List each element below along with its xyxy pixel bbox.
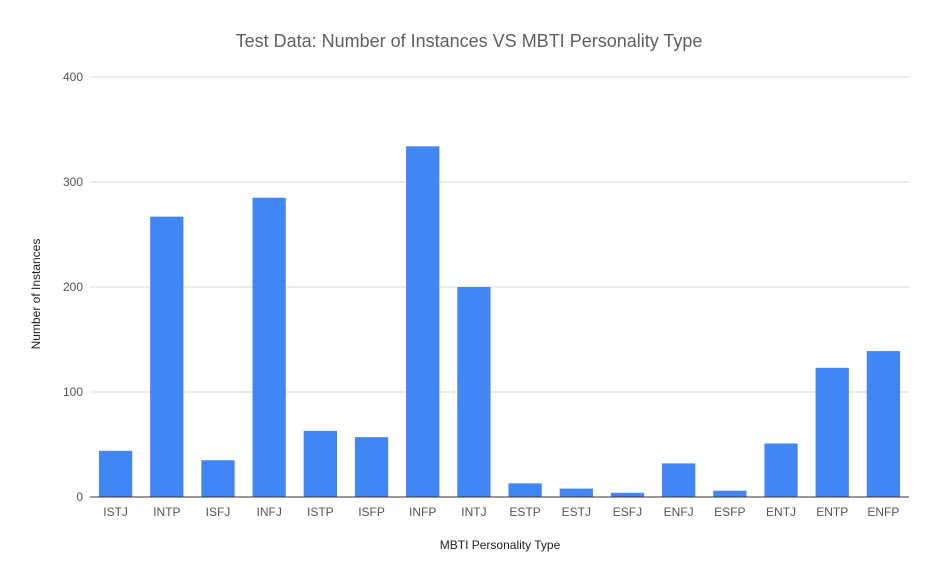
x-tick-label: ESTJ xyxy=(562,505,591,519)
x-tick-label: ESTP xyxy=(509,505,540,519)
bar-estj xyxy=(559,488,593,497)
x-tick-label: ISFJ xyxy=(206,505,231,519)
y-tick-label: 100 xyxy=(63,385,83,399)
x-tick-label: ENTJ xyxy=(766,505,796,519)
x-axis-ticks: ISTJ INTP ISFJ INFJ ISTP ISFP INFP INTJ ESTP ESTJ… xyxy=(103,505,899,519)
bar-infp xyxy=(406,146,440,498)
bar-esfj xyxy=(610,492,645,497)
x-tick-label: ISTP xyxy=(307,505,334,519)
bar-isfj xyxy=(201,460,235,497)
y-tick-label: 200 xyxy=(63,280,83,294)
bar-entp xyxy=(815,367,849,497)
bar-estp xyxy=(508,483,542,497)
x-tick-label: INTJ xyxy=(461,505,486,519)
bar-esfp xyxy=(713,490,747,497)
y-axis-ticks: 0 100 200 300 400 xyxy=(63,70,83,504)
bar-enfj xyxy=(662,463,696,497)
x-tick-label: ESFJ xyxy=(613,505,642,519)
x-tick-label: ISTJ xyxy=(103,505,128,519)
chart-title: Test Data: Number of Instances VS MBTI P… xyxy=(236,31,703,51)
bar-infj xyxy=(252,197,286,497)
bar-istj xyxy=(98,450,133,497)
bar-intp xyxy=(150,216,184,497)
x-tick-label: INFP xyxy=(409,505,436,519)
bars xyxy=(98,146,901,498)
x-tick-label: INTP xyxy=(153,505,180,519)
y-tick-label: 400 xyxy=(63,70,83,84)
bar-istp xyxy=(303,430,337,497)
y-axis-title: Number of Instances xyxy=(29,239,43,350)
bar-enfp xyxy=(866,351,901,497)
x-tick-label: ENTP xyxy=(816,505,848,519)
bar-intj xyxy=(457,287,491,497)
x-axis-title: MBTI Personality Type xyxy=(440,538,561,552)
x-tick-label: ENFJ xyxy=(664,505,694,519)
y-tick-label: 0 xyxy=(76,490,83,504)
x-tick-label: ENFP xyxy=(867,505,899,519)
y-tick-label: 300 xyxy=(63,175,83,189)
x-tick-label: INFJ xyxy=(256,505,281,519)
gridlines xyxy=(90,76,909,393)
bar-entj xyxy=(764,443,798,497)
x-tick-label: ISFP xyxy=(358,505,385,519)
bar-isfp xyxy=(354,437,389,497)
x-tick-label: ESFP xyxy=(714,505,745,519)
